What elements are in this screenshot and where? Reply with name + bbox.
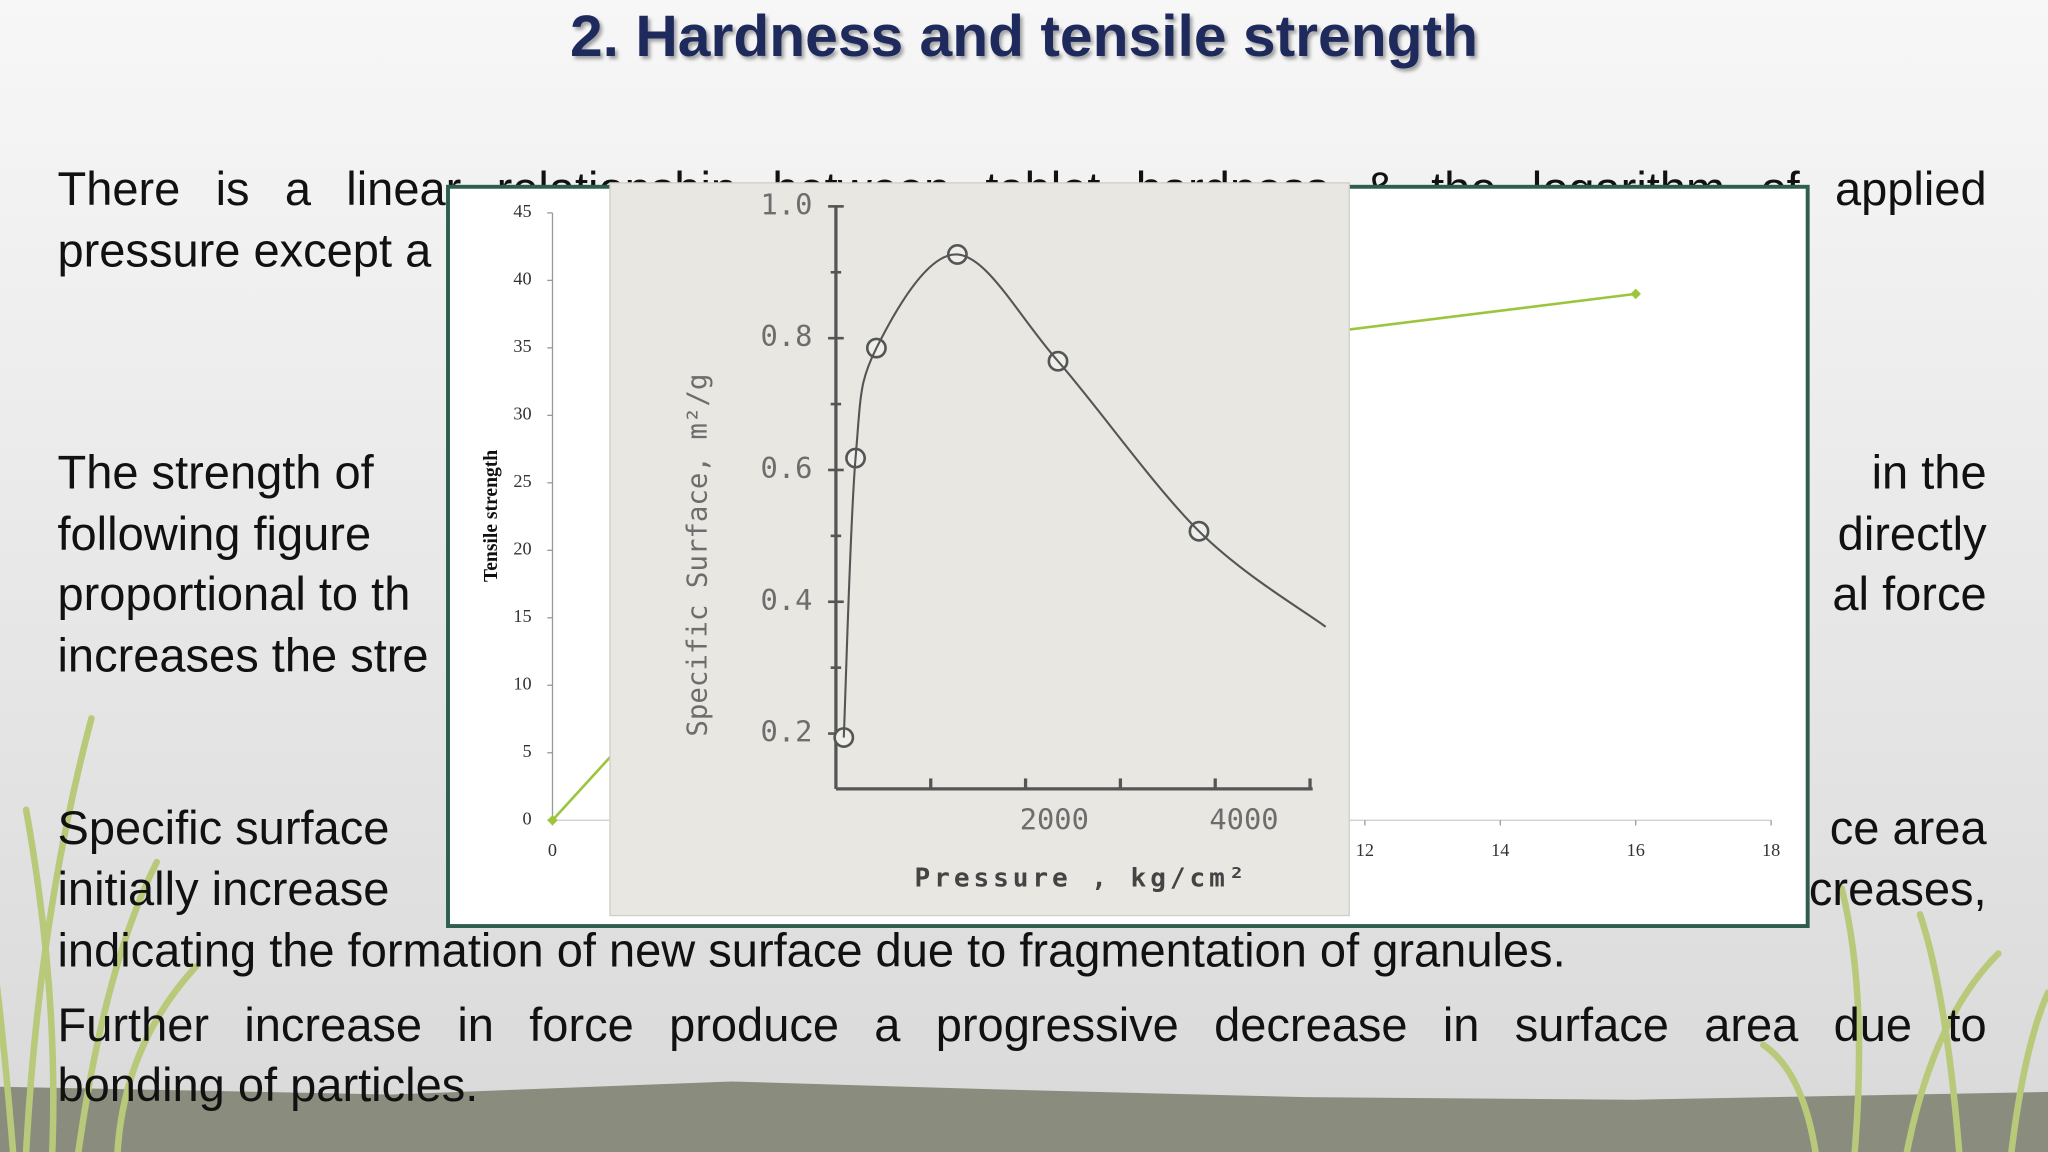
text: indicating the formation of new surface …: [57, 923, 1566, 977]
y-tick-label: 45: [513, 201, 531, 221]
series-line: [842, 253, 1327, 738]
text: The strength of: [57, 445, 374, 499]
y-tick-label: 40: [513, 269, 531, 289]
text-line: initially increase creases,: [57, 862, 1986, 917]
text-line: The strength of in the: [57, 445, 1986, 500]
text: directly: [1837, 506, 1987, 561]
text: in the: [1871, 445, 1987, 499]
y-tick-label: 0.4: [761, 583, 813, 617]
text: following figure: [57, 506, 372, 561]
text: increases the stre: [57, 628, 429, 682]
y-tick-label: 0.6: [761, 451, 813, 485]
text-line: increases the stre: [57, 628, 1986, 683]
y-tick-label: 1.0: [761, 187, 813, 221]
text: ce area: [1829, 800, 1987, 855]
x-tick-label: 0: [548, 840, 557, 860]
y-tick-label: 0.8: [761, 319, 813, 353]
y-tick-label: 20: [513, 539, 531, 559]
y-tick-label: 25: [513, 471, 531, 491]
text: Specific surface: [57, 800, 390, 855]
y-axis-label: Tensile strength: [481, 450, 502, 582]
text: bonding of particles.: [57, 1057, 479, 1112]
text-line: Further increase in force produce a prog…: [57, 998, 1986, 1053]
slide-title: 2. Hardness and tensile strength: [569, 2, 1478, 70]
chart-layer: 0.2 0.4 0.6 0.8 1.0 2000 4000 Specific Surface,…: [682, 187, 1327, 894]
text: creases,: [1808, 862, 1987, 916]
text: Further increase in force produce a prog…: [57, 997, 1987, 1052]
data-point: [1630, 288, 1641, 300]
y-tick-label: 30: [513, 404, 531, 424]
y-axis-label: Specific Surface, m²/g: [682, 374, 713, 737]
x-tick-label: 18: [1762, 840, 1780, 860]
x-tick-label: 14: [1491, 840, 1509, 860]
text-line: bonding of particles.: [57, 1058, 1986, 1113]
text: pressure except a: [57, 223, 432, 277]
data-point: [547, 815, 558, 826]
text-line: pressure except a: [57, 223, 1986, 278]
y-tick-label: 0: [522, 808, 531, 828]
x-tick-label: 12: [1356, 840, 1374, 860]
text: al force: [1832, 566, 1987, 621]
y-tick-label: 10: [513, 673, 531, 693]
text-line: following figure directly: [57, 507, 1986, 562]
scan-image: [609, 182, 1350, 917]
x-axis-label: Pressure , kg/cm²: [915, 864, 1249, 894]
text-line: Specific surface ce area: [57, 801, 1986, 856]
y-tick-label: 0.2: [761, 715, 813, 749]
text: proportional to th: [57, 566, 411, 621]
x-tick-label: 2000: [1020, 803, 1089, 837]
x-tick-label: 4000: [1209, 803, 1278, 837]
y-tick-label: 5: [522, 741, 531, 761]
text-line: indicating the formation of new surface …: [57, 923, 1986, 978]
x-tick-label: 16: [1627, 840, 1645, 860]
text: initially increase: [57, 862, 390, 916]
y-tick-label: 35: [513, 336, 531, 356]
text-line: proportional to th al force: [57, 567, 1986, 622]
y-tick-label: 15: [513, 606, 531, 626]
